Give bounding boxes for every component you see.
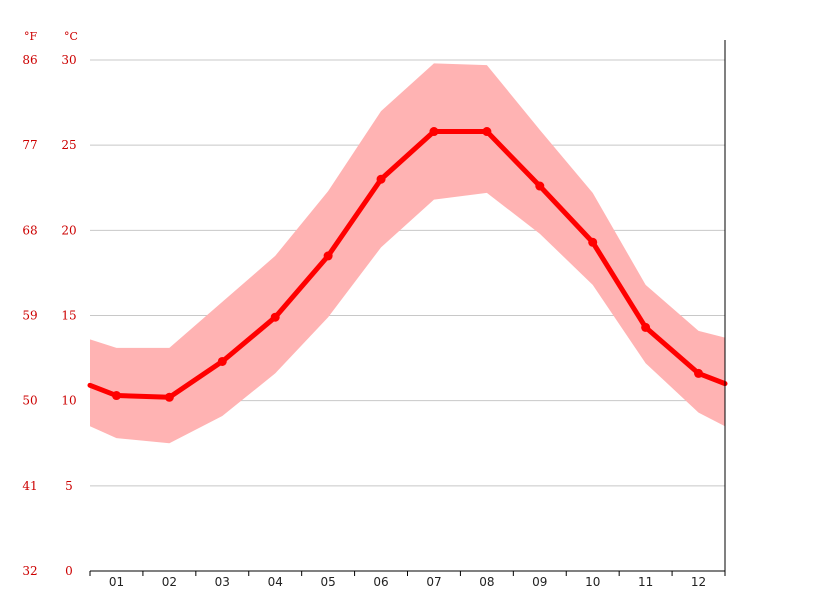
y-tick-c-30: 30 [61,53,76,67]
axes [89,40,726,576]
data-point-10 [588,237,598,247]
x-tick-07: 07 [426,575,441,589]
y-tick-f-32: 32 [22,564,37,578]
data-point-07 [429,127,439,137]
y-tick-c-5: 5 [65,479,73,493]
fahrenheit-unit-label: °F [24,30,38,43]
y-tick-c-0: 0 [65,564,73,578]
y-tick-f-41: 41 [22,479,37,493]
mean-temperature-polyline [87,129,728,400]
x-tick-02: 02 [162,575,177,589]
x-tick-12: 12 [691,575,706,589]
x-tick-03: 03 [215,575,230,589]
mean-temperature-points [111,127,704,402]
y-tick-c-15: 15 [61,309,76,323]
data-point-01 [111,391,121,401]
x-tick-06: 06 [373,575,388,589]
x-tick-11: 11 [638,575,653,589]
data-point-11 [641,322,651,332]
y-tick-f-50: 50 [22,394,37,408]
y-tick-f-59: 59 [22,309,37,323]
data-point-05 [323,251,333,261]
y-tick-c-25: 25 [61,138,76,152]
y-tick-f-86: 86 [22,53,37,67]
x-tick-04: 04 [268,575,283,589]
x-tick-01: 01 [109,575,124,589]
data-point-02 [164,392,174,402]
min-max-band-area [90,63,725,444]
data-point-08 [482,127,492,137]
data-point-06 [376,174,386,184]
data-point-04 [270,312,280,322]
data-point-09 [535,181,545,191]
data-point-12 [694,368,704,378]
y-tick-c-20: 20 [61,223,76,237]
x-tick-09: 09 [532,575,547,589]
mean-temperature-line [87,129,728,400]
x-tick-05: 05 [320,575,335,589]
x-tick-10: 10 [585,575,600,589]
y-tick-f-77: 77 [22,138,37,152]
x-tick-labels: 01 02 03 04 05 06 07 08 09 10 11 12 [109,575,706,589]
x-tick-08: 08 [479,575,494,589]
data-point-03 [217,356,227,366]
min-max-band [90,63,725,444]
y-tick-c-10: 10 [61,394,76,408]
celsius-unit-label: °C [64,30,78,43]
y-tick-labels: 32 0 41 5 50 10 59 15 68 20 77 25 86 30 [22,53,76,578]
y-tick-f-68: 68 [22,223,37,237]
